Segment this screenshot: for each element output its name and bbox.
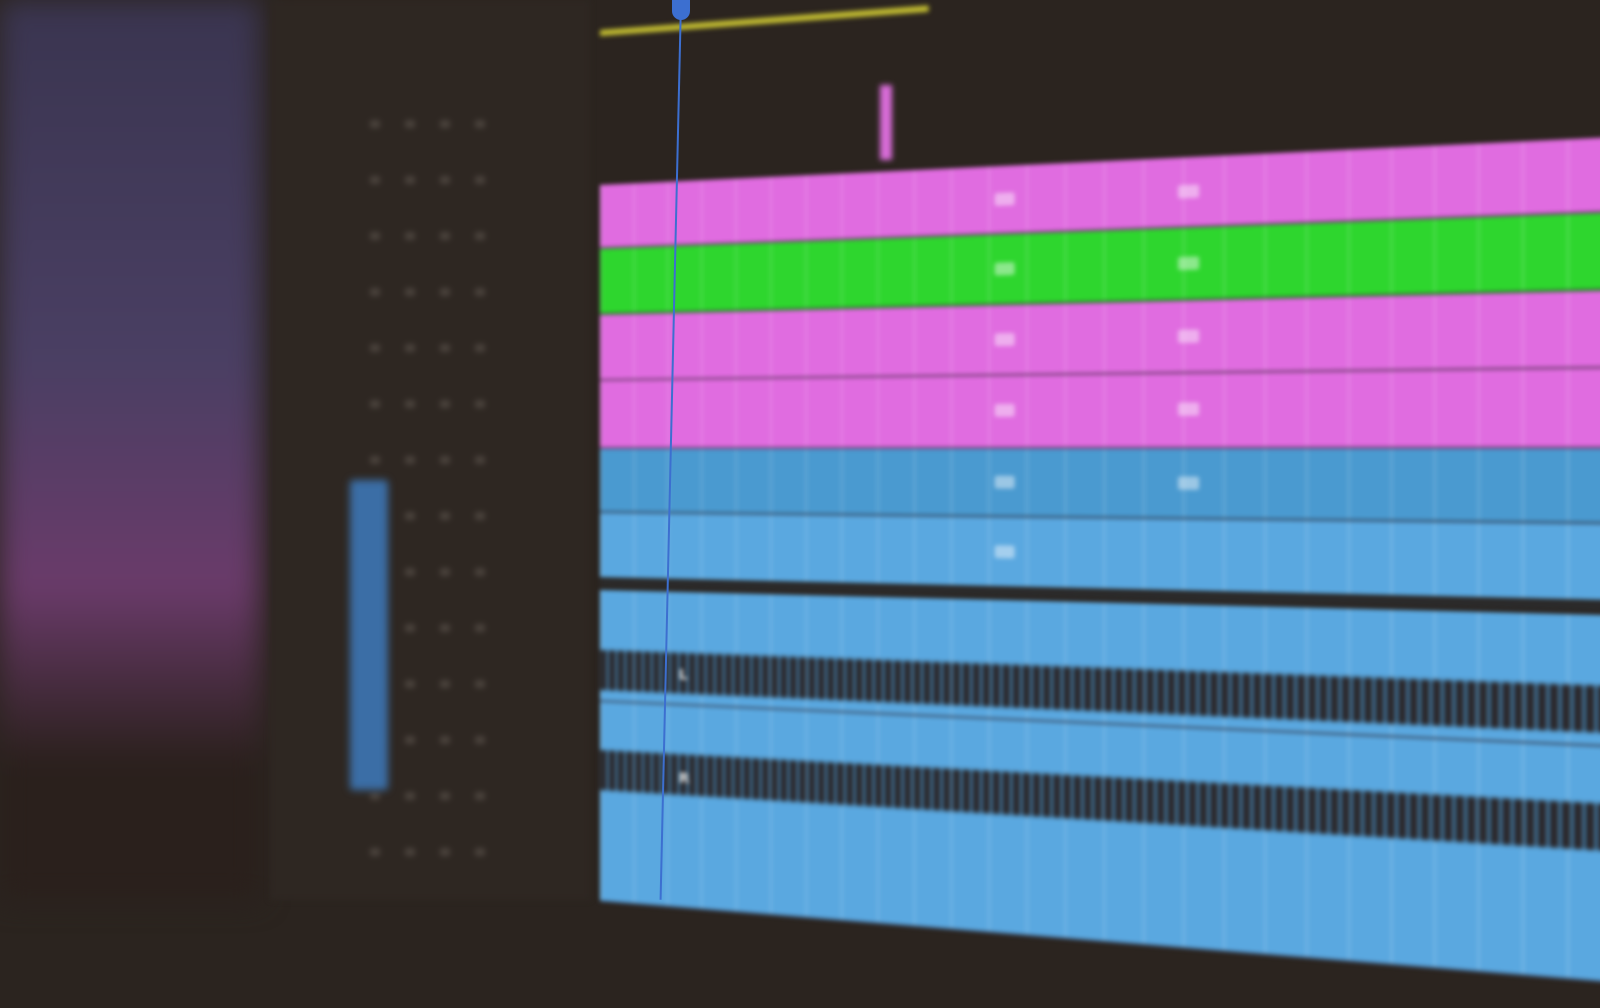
track-header-button[interactable] xyxy=(440,736,450,744)
track-header-button[interactable] xyxy=(405,232,415,240)
track-headers xyxy=(270,0,590,900)
track-header-button[interactable] xyxy=(405,792,415,800)
track-header-button[interactable] xyxy=(440,848,450,856)
audio-meter xyxy=(350,480,388,790)
track-header-button[interactable] xyxy=(405,568,415,576)
timeline-tracks[interactable]: L R xyxy=(600,0,1600,1008)
track-header-button[interactable] xyxy=(405,848,415,856)
track-header-button[interactable] xyxy=(370,288,380,296)
track-header-button[interactable] xyxy=(475,288,485,296)
track-header-button[interactable] xyxy=(440,344,450,352)
track-header-button[interactable] xyxy=(440,288,450,296)
fx-icon xyxy=(1177,402,1200,417)
channel-right-label: R xyxy=(678,770,690,788)
track-header-button[interactable] xyxy=(475,848,485,856)
track-header-button[interactable] xyxy=(370,120,380,128)
track-header-button[interactable] xyxy=(475,624,485,632)
track-header-button[interactable] xyxy=(405,736,415,744)
track-header-button[interactable] xyxy=(440,456,450,464)
track-header-button[interactable] xyxy=(405,120,415,128)
fx-icon xyxy=(1177,328,1200,343)
fx-icon xyxy=(994,544,1015,559)
fx-icon xyxy=(1177,255,1200,270)
track-header-button[interactable] xyxy=(475,176,485,184)
track-header-button[interactable] xyxy=(440,568,450,576)
track-header-button[interactable] xyxy=(370,400,380,408)
track-header-button[interactable] xyxy=(370,456,380,464)
track-header-button[interactable] xyxy=(475,120,485,128)
track-header-button[interactable] xyxy=(440,176,450,184)
project-panel xyxy=(0,0,260,900)
track-header-button[interactable] xyxy=(440,624,450,632)
fx-icon xyxy=(994,261,1015,276)
track-header-button[interactable] xyxy=(475,344,485,352)
track-header-button[interactable] xyxy=(405,344,415,352)
track-header-button[interactable] xyxy=(440,680,450,688)
fx-icon xyxy=(994,332,1015,346)
track-header-button[interactable] xyxy=(475,736,485,744)
fx-icon xyxy=(1177,184,1200,199)
channel-left-label: L xyxy=(678,666,688,684)
track-header-button[interactable] xyxy=(370,344,380,352)
track-header-button[interactable] xyxy=(370,848,380,856)
track-header-button[interactable] xyxy=(475,232,485,240)
fx-icon xyxy=(994,475,1015,489)
track-header-button[interactable] xyxy=(405,456,415,464)
track-header-button[interactable] xyxy=(475,456,485,464)
track-header-button[interactable] xyxy=(370,792,380,800)
track-header-button[interactable] xyxy=(405,400,415,408)
track-header-button[interactable] xyxy=(440,232,450,240)
track-header-button[interactable] xyxy=(405,624,415,632)
track-header-button[interactable] xyxy=(475,400,485,408)
track-header-button[interactable] xyxy=(440,512,450,520)
clip-marker[interactable] xyxy=(880,85,892,160)
track-header-button[interactable] xyxy=(440,120,450,128)
track-header-button[interactable] xyxy=(475,512,485,520)
work-area-bar[interactable] xyxy=(600,5,929,36)
track-header-button[interactable] xyxy=(405,512,415,520)
track-header-button[interactable] xyxy=(440,400,450,408)
playhead-handle[interactable] xyxy=(672,0,690,20)
track-header-button[interactable] xyxy=(405,288,415,296)
audio-track[interactable]: R xyxy=(600,702,1600,1008)
track-header-button[interactable] xyxy=(440,792,450,800)
track-header-button[interactable] xyxy=(370,176,380,184)
fx-icon xyxy=(994,404,1015,418)
track-header-button[interactable] xyxy=(475,568,485,576)
fx-icon xyxy=(994,192,1015,206)
track-header-button[interactable] xyxy=(475,792,485,800)
track-header-button[interactable] xyxy=(405,680,415,688)
fx-icon xyxy=(1177,476,1200,490)
track-header-button[interactable] xyxy=(405,176,415,184)
track-header-button[interactable] xyxy=(370,232,380,240)
track-header-button[interactable] xyxy=(475,680,485,688)
